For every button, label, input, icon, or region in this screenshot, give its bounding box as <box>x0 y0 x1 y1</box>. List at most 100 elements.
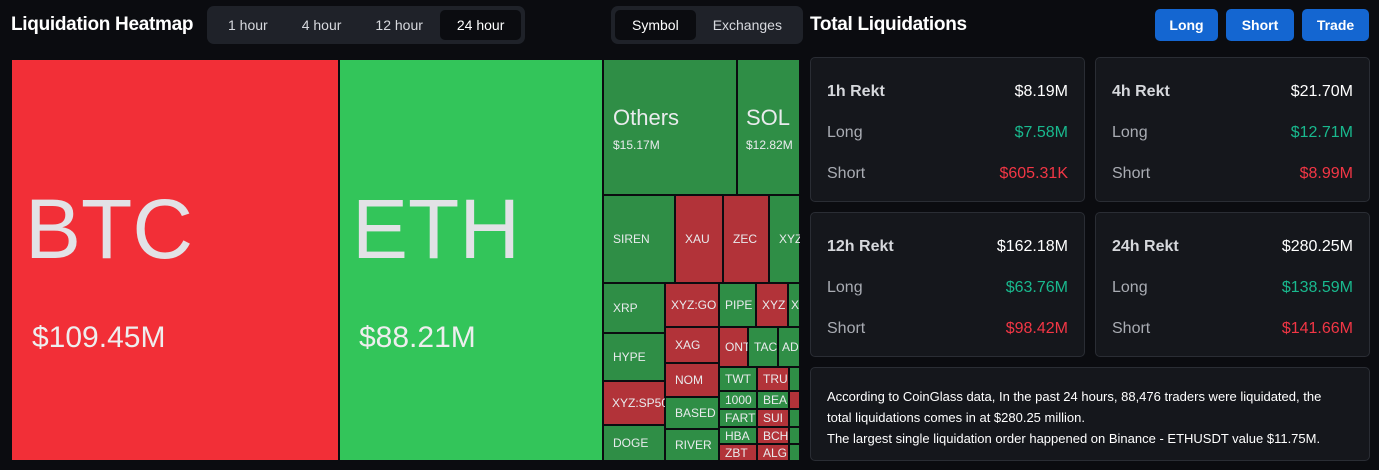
tile-xyz[interactable]: XYZ <box>769 195 800 283</box>
tile-xag[interactable]: XAG <box>665 327 719 363</box>
tile-btc-value: $109.45M <box>32 321 166 354</box>
tile-xyz-sp50[interactable]: XYZ:SP50 <box>603 381 665 425</box>
tile-zbt[interactable]: ZBT <box>719 444 757 461</box>
tile-others[interactable]: Others $15.17M <box>603 59 737 195</box>
tile-based-label: BASED <box>675 406 716 420</box>
liquidation-summary: According to CoinGlass data, In the past… <box>810 367 1370 461</box>
tile-hype[interactable]: HYPE <box>603 333 665 381</box>
tile-fart-label: FART <box>725 411 756 425</box>
card-4h-long-value: $12.71M <box>1290 124 1353 141</box>
card-24h-rekt: 24h Rekt $280.25M Long $138.59M Short $141.… <box>1095 212 1370 357</box>
tile-xyz-go[interactable]: XYZ:GO <box>665 283 719 327</box>
tile-fart[interactable]: FART <box>719 409 757 427</box>
tile-twt[interactable]: TWT <box>719 367 757 391</box>
long-button[interactable]: Long <box>1155 9 1218 41</box>
card-12h-long-value: $63.76M <box>1005 279 1068 296</box>
tile-sol[interactable]: SOL $12.82M <box>737 59 800 195</box>
tile-tac-label: TAC <box>754 340 778 354</box>
tile-siren[interactable]: SIREN <box>603 195 675 283</box>
card-4h-title: 4h Rekt <box>1112 83 1170 100</box>
tile-ad-label: AD <box>782 340 799 354</box>
tile-eth-value: $88.21M <box>359 321 476 354</box>
card-24h-title: 24h Rekt <box>1112 238 1179 255</box>
tile-siren-label: SIREN <box>613 232 650 246</box>
tile-misc-4[interactable] <box>789 427 800 444</box>
tile-sui-label: SUI <box>763 411 784 425</box>
card-12h-short-label: Short <box>827 320 866 337</box>
tile-river[interactable]: RIVER <box>665 429 719 461</box>
card-24h-total: $280.25M <box>1281 238 1353 255</box>
summary-line-3: The largest single liquidation order hap… <box>827 431 1321 446</box>
tile-others-symbol: Others <box>613 105 680 130</box>
card-24h-long-value: $138.59M <box>1281 279 1353 296</box>
range-12-hour[interactable]: 12 hour <box>375 17 423 33</box>
card-12h-short-value: $98.42M <box>1005 320 1068 337</box>
tile-tac[interactable]: TAC <box>748 327 778 367</box>
card-24h-short-value: $141.66M <box>1281 320 1353 337</box>
tile-misc-1[interactable] <box>789 367 800 391</box>
card-1h-total: $8.19M <box>1014 83 1068 100</box>
tile-based[interactable]: BASED <box>665 397 719 429</box>
tile-sui[interactable]: SUI <box>757 409 789 427</box>
tile-xyz-2-label: XYZ <box>762 298 786 312</box>
tile-x[interactable]: X <box>788 283 800 327</box>
tile-misc-5[interactable] <box>789 444 800 461</box>
range-1-hour[interactable]: 1 hour <box>228 17 268 33</box>
tile-pipe[interactable]: PIPE <box>719 283 756 327</box>
short-button[interactable]: Short <box>1226 9 1294 41</box>
tile-ont[interactable]: ONT <box>719 327 748 367</box>
tile-ont-label: ONT <box>725 340 748 354</box>
view-selector: Symbol Exchanges <box>611 6 803 44</box>
tile-bch-label: BCH <box>763 428 789 443</box>
range-24-hour[interactable]: 24 hour <box>439 10 522 40</box>
tile-tru[interactable]: TRU <box>757 367 789 391</box>
tile-hba[interactable]: HBA <box>719 427 757 444</box>
tile-xau-label: XAU <box>685 232 710 246</box>
tile-bch[interactable]: BCH <box>757 427 789 444</box>
tile-xyz-2[interactable]: XYZ <box>756 283 788 327</box>
card-1h-long-label: Long <box>827 124 863 141</box>
card-12h-long-label: Long <box>827 279 863 296</box>
card-4h-short-label: Short <box>1112 165 1151 182</box>
card-12h-title: 12h Rekt <box>827 238 894 255</box>
tile-1000[interactable]: 1000 <box>719 391 757 409</box>
view-symbol[interactable]: Symbol <box>615 10 696 40</box>
card-24h-short-label: Short <box>1112 320 1151 337</box>
time-range-selector: 1 hour 4 hour 12 hour 24 hour <box>207 6 526 44</box>
tile-sol-value: $12.82M <box>746 138 793 152</box>
tile-river-label: RIVER <box>675 438 712 452</box>
tile-alg-label: ALG <box>763 445 788 460</box>
card-4h-long-label: Long <box>1112 124 1148 141</box>
tile-bea[interactable]: BEA <box>757 391 789 409</box>
view-exchanges[interactable]: Exchanges <box>712 17 782 33</box>
range-4-hour[interactable]: 4 hour <box>301 17 342 33</box>
tile-bea-label: BEA <box>763 393 788 407</box>
tile-eth[interactable]: ETH $88.21M <box>339 59 603 461</box>
tile-tru-label: TRU <box>763 372 788 386</box>
trade-button[interactable]: Trade <box>1302 9 1369 41</box>
total-liquidations-title: Total Liquidations <box>810 14 967 35</box>
tile-alg[interactable]: ALG <box>757 444 789 461</box>
tile-nom[interactable]: NOM <box>665 363 719 397</box>
tile-misc-2[interactable] <box>789 391 800 409</box>
tile-btc[interactable]: BTC $109.45M <box>11 59 339 461</box>
tile-zec[interactable]: ZEC <box>723 195 769 283</box>
card-1h-long-value: $7.58M <box>1014 124 1068 141</box>
tile-pipe-label: PIPE <box>725 298 753 312</box>
tile-xyz-sp50-label: XYZ:SP50 <box>612 396 665 410</box>
card-24h-long-label: Long <box>1112 279 1148 296</box>
tile-misc-3[interactable] <box>789 409 800 427</box>
heatmap-title: Liquidation Heatmap <box>11 14 194 35</box>
tile-btc-symbol: BTC <box>25 182 193 276</box>
tile-xrp-label: XRP <box>613 301 638 315</box>
tile-doge[interactable]: DOGE <box>603 425 665 461</box>
tile-xag-label: XAG <box>675 338 701 352</box>
tile-xau[interactable]: XAU <box>675 195 723 283</box>
card-12h-total: $162.18M <box>996 238 1068 255</box>
card-4h-total: $21.70M <box>1290 83 1353 100</box>
tile-ad[interactable]: AD <box>778 327 800 367</box>
tile-hba-label: HBA <box>725 428 750 443</box>
tile-1000-label: 1000 <box>725 393 752 407</box>
tile-xrp[interactable]: XRP <box>603 283 665 333</box>
tile-hype-label: HYPE <box>613 350 646 364</box>
